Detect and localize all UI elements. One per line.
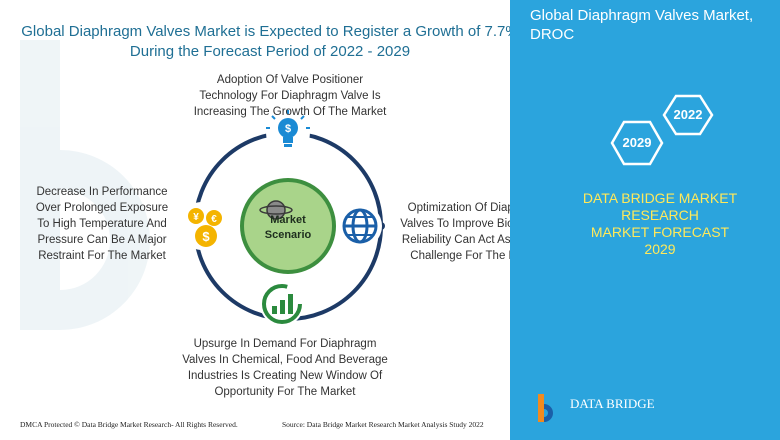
logo-text: DATA BRIDGE	[570, 396, 655, 411]
driver-line: Increasing The Growth Of The Market	[193, 106, 387, 118]
center-label-line-2: Scenario	[264, 229, 312, 241]
panel-text-line: 2029	[644, 241, 676, 257]
restraint-line: To High Temperature And	[37, 218, 167, 230]
panel-text-line: RESEARCH	[621, 207, 699, 223]
lightbulb-dollar-icon: $	[266, 110, 310, 155]
copyright-text: DMCA Protected © Data Bridge Market Rese…	[20, 420, 238, 429]
center-label-line-1: Market	[270, 214, 306, 226]
title-line-2: During the Forecast Period of 2022 - 202…	[129, 43, 411, 60]
panel-title-line-1: Global Diaphragm Valves Market,	[530, 7, 754, 24]
opportunity-line: Valves In Chemical, Food And Beverage	[182, 354, 388, 366]
restraint-line: Restraint For The Market	[38, 250, 166, 262]
svg-text:€: €	[211, 214, 217, 225]
center-circle	[240, 178, 336, 274]
globe-network-icon	[338, 204, 382, 248]
forecast-panel	[510, 0, 780, 440]
panel-title-line-2: DROC	[530, 26, 575, 43]
page-title: Global Diaphragm Valves Market is Expect…	[20, 22, 520, 62]
panel-text-line: MARKET FORECAST	[590, 224, 730, 240]
title-line-1: Global Diaphragm Valves Market is Expect…	[21, 23, 519, 40]
source-text: Source: Data Bridge Market Research Mark…	[282, 420, 484, 429]
opportunity-line: Opportunity For The Market	[214, 386, 356, 398]
restraint-line: Pressure Can Be A Major	[37, 234, 167, 246]
svg-text:$: $	[202, 229, 210, 244]
driver-line: Adoption Of Valve Positioner	[216, 74, 364, 86]
center-label: Market Scenario	[248, 213, 328, 243]
restraint-line: Over Prolonged Exposure	[35, 202, 169, 214]
currency-coins-icon: ¥ € $	[178, 202, 226, 250]
panel-forecast-text: DATA BRIDGE MARKET RESEARCH MARKET FOREC…	[560, 190, 760, 258]
end-year-label: 2022	[673, 107, 703, 122]
hexagon-start-year	[610, 120, 664, 166]
opportunity-line: Upsurge In Demand For Diaphragm	[193, 338, 377, 350]
restraint-text: Decrease In Performance Over Prolonged E…	[18, 184, 186, 264]
hexagon-end-year	[662, 94, 714, 136]
svg-text:¥: ¥	[193, 212, 199, 223]
opportunity-text: Upsurge In Demand For Diaphragm Valves I…	[165, 336, 405, 400]
driver-text: Adoption Of Valve Positioner Technology …	[170, 72, 410, 120]
start-year-label: 2029	[622, 135, 652, 150]
svg-text:$: $	[285, 123, 291, 135]
panel-title: Global Diaphragm Valves Market, DROC	[530, 6, 770, 44]
planet-icon	[259, 200, 293, 220]
growth-chart-icon	[260, 282, 304, 326]
restraint-line: Decrease In Performance	[36, 186, 168, 198]
data-bridge-logo	[538, 394, 554, 422]
driver-line: Technology For Diaphragm Valve Is	[199, 90, 381, 102]
logo-mark-icon	[538, 394, 554, 422]
panel-text-line: DATA BRIDGE MARKET	[582, 190, 738, 206]
opportunity-line: Industries Is Creating New Window Of	[187, 370, 383, 382]
